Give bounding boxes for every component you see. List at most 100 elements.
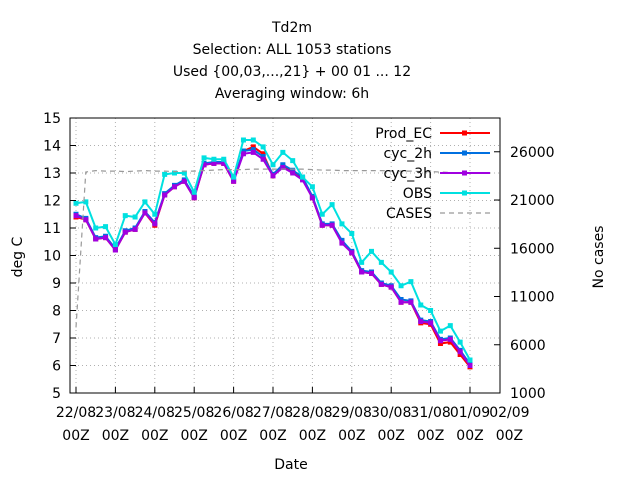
point-cyc-3h — [231, 178, 237, 184]
point-obs — [309, 184, 315, 190]
legend-marker-prod-ec — [462, 130, 467, 136]
title-line-3: Averaging window: 6h — [215, 86, 369, 102]
x-tick-label-date: 02/09 — [489, 405, 529, 421]
x-tick-label-hour: 00Z — [220, 428, 247, 444]
point-obs — [103, 224, 109, 230]
y-tick-label: 13 — [43, 166, 61, 182]
point-cyc-3h — [181, 178, 187, 184]
point-cyc-2h — [280, 162, 286, 168]
point-obs — [398, 283, 404, 289]
point-cyc-3h — [162, 192, 168, 198]
x-tick-label-hour: 00Z — [377, 428, 404, 444]
point-cyc-3h — [83, 217, 89, 223]
legend-label-cyc-2h: cyc_2h — [384, 146, 432, 162]
grid — [70, 118, 500, 393]
point-obs — [93, 225, 99, 231]
point-obs — [457, 339, 463, 345]
point-cyc-2h — [240, 148, 246, 154]
y2-tick-label: 16000 — [510, 241, 555, 257]
x-tick-label-date: 28/08 — [292, 405, 332, 421]
point-cyc-2h — [290, 167, 296, 173]
point-cyc-3h — [250, 149, 256, 155]
point-obs — [73, 200, 79, 206]
point-cyc-3h — [142, 210, 148, 216]
point-cyc-2h — [250, 147, 256, 153]
point-obs — [290, 158, 296, 164]
point-cyc-3h — [378, 281, 384, 287]
y-tick-label: 8 — [52, 304, 61, 320]
point-cyc-3h — [201, 162, 207, 168]
point-obs — [339, 221, 345, 227]
point-cyc-2h — [398, 297, 404, 302]
point-cyc-3h — [457, 349, 463, 355]
x-tick-label-date: 31/08 — [410, 405, 450, 421]
series-line-cases — [75, 168, 471, 328]
point-cyc-3h — [408, 299, 414, 305]
point-obs — [162, 171, 168, 177]
point-obs — [260, 144, 266, 150]
y-tick-label: 6 — [52, 359, 61, 375]
point-cyc-3h — [329, 222, 335, 228]
x-tick-label-date: 23/08 — [95, 405, 135, 421]
legend-label-cases: CASES — [386, 206, 432, 222]
point-obs — [231, 174, 237, 180]
point-cyc-3h — [428, 320, 434, 326]
x-tick-label-date: 26/08 — [213, 405, 253, 421]
y2-tick-label: 6000 — [510, 338, 546, 354]
point-obs — [270, 162, 276, 168]
point-obs — [181, 170, 187, 176]
point-prod-ec — [437, 341, 443, 346]
legend-marker-obs — [462, 190, 467, 196]
point-obs — [378, 259, 384, 265]
chart-title: Td2m Selection: ALL 1053 stations Used {00… — [173, 20, 411, 102]
point-obs — [221, 156, 227, 162]
legend-marker-cyc-3h — [462, 170, 467, 176]
point-cyc-3h — [369, 270, 374, 276]
point-obs — [240, 137, 246, 143]
legend-label-cyc-3h: cyc_3h — [384, 166, 432, 182]
point-cyc-3h — [103, 235, 109, 241]
point-cyc-3h — [359, 269, 365, 275]
point-obs — [142, 199, 148, 205]
point-cyc-3h — [280, 165, 286, 170]
point-cyc-3h — [132, 226, 138, 232]
x-tick-label-date: 30/08 — [371, 405, 411, 421]
x-tick-label-date: 24/08 — [135, 405, 175, 421]
point-cyc-3h — [191, 195, 197, 201]
point-cyc-3h — [172, 184, 177, 190]
point-obs — [112, 242, 118, 247]
point-obs — [388, 269, 394, 275]
point-obs — [418, 302, 424, 308]
point-obs — [447, 323, 453, 329]
point-obs — [201, 155, 207, 161]
axis-ticks: 5 6 7 8 9 10 11 12 13 14 15 1000 6000 11000 16000 21000… — [43, 111, 554, 444]
point-cyc-3h — [240, 151, 246, 157]
legend-label-obs: OBS — [403, 186, 432, 202]
title-line-1: Selection: ALL 1053 stations — [193, 42, 392, 58]
point-cyc-3h — [221, 160, 227, 166]
point-cyc-3h — [467, 363, 473, 368]
point-cyc-3h — [447, 336, 453, 342]
point-obs — [172, 170, 177, 176]
y2-tick-label: 1000 — [510, 386, 546, 402]
y-tick-label: 7 — [52, 331, 61, 347]
y2-tick-label: 26000 — [510, 145, 555, 161]
point-cyc-3h — [388, 284, 394, 290]
point-cyc-3h — [437, 338, 443, 344]
point-cyc-3h — [418, 319, 424, 324]
point-obs — [152, 211, 158, 217]
point-obs — [428, 308, 434, 313]
point-cyc-3h — [93, 236, 99, 242]
point-obs — [132, 214, 138, 220]
x-tick-label-date: 29/08 — [332, 405, 372, 421]
x-tick-label-hour: 00Z — [180, 428, 207, 444]
point-cyc-3h — [339, 240, 345, 246]
y-tick-label: 12 — [43, 194, 61, 210]
point-cyc-3h — [319, 222, 325, 228]
title-line-2: Used {00,03,...,21} + 00 01 ... 12 — [173, 64, 411, 80]
point-cyc-3h — [152, 221, 158, 227]
point-obs — [191, 189, 197, 195]
x-tick-label-date: 25/08 — [174, 405, 214, 421]
x-tick-label-hour: 00Z — [141, 428, 168, 444]
